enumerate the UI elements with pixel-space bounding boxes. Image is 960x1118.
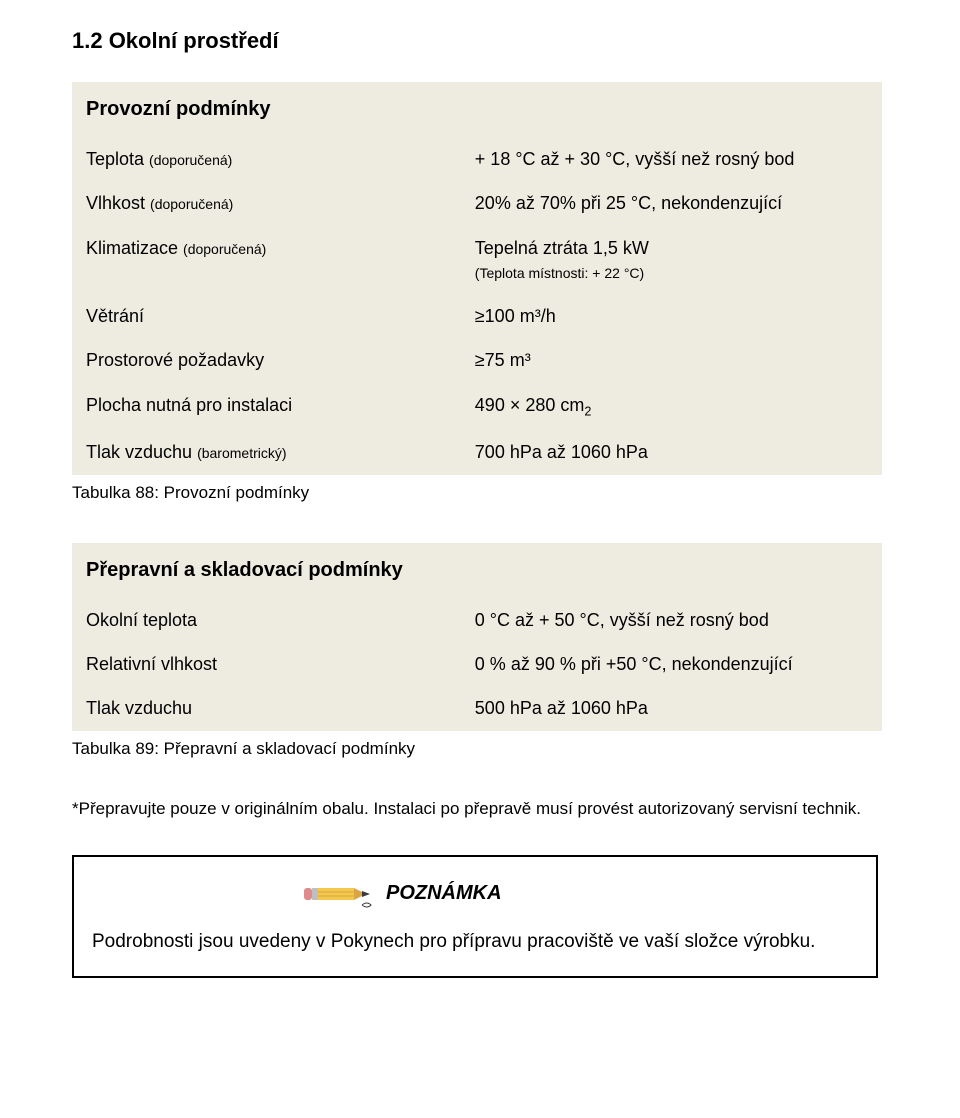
- row-value: + 18 °C až + 30 °C, vyšší než rosný bod: [461, 137, 882, 181]
- row-label: Okolní teplota: [72, 598, 461, 642]
- table-row: Tlak vzduchu (barometrický) 700 hPa až 1…: [72, 430, 882, 474]
- row-value: 700 hPa až 1060 hPa: [461, 430, 882, 474]
- row-label: Větrání: [72, 294, 461, 338]
- table-row: Klimatizace (doporučená) Tepelná ztráta …: [72, 226, 882, 295]
- label-text: Tlak vzduchu: [86, 442, 197, 462]
- note-body: Podrobnosti jsou uvedeny v Pokynech pro …: [92, 929, 858, 955]
- row-label: Teplota (doporučená): [72, 137, 461, 181]
- row-label: Prostorové požadavky: [72, 338, 461, 382]
- row-label: Tlak vzduchu (barometrický): [72, 430, 461, 474]
- label-text: Klimatizace: [86, 238, 183, 258]
- label-note: (doporučená): [150, 196, 233, 212]
- row-value: 0 °C až + 50 °C, vyšší než rosný bod: [461, 598, 882, 642]
- table-row: Relativní vlhkost 0 % až 90 % při +50 °C…: [72, 642, 882, 686]
- row-value: 20% až 70% při 25 °C, nekondenzující: [461, 181, 882, 225]
- table-header-row: Přepravní a skladovací podmínky: [72, 543, 882, 598]
- label-note: (doporučená): [183, 241, 266, 257]
- table-row: Teplota (doporučená) + 18 °C až + 30 °C,…: [72, 137, 882, 181]
- row-value: ≥100 m³/h: [461, 294, 882, 338]
- row-label: Plocha nutná pro instalaci: [72, 383, 461, 431]
- row-value: Tepelná ztráta 1,5 kW (Teplota místnosti…: [461, 226, 882, 295]
- row-value: 0 % až 90 % při +50 °C, nekondenzující: [461, 642, 882, 686]
- value-subscript: 2: [584, 404, 591, 418]
- table-row: Okolní teplota 0 °C až + 50 °C, vyšší ne…: [72, 598, 882, 642]
- table-caption: Tabulka 89: Přepravní a skladovací podmí…: [72, 739, 888, 759]
- table-header-row: Provozní podmínky: [72, 82, 882, 137]
- operating-conditions-table: Provozní podmínky Teplota (doporučená) +…: [72, 82, 882, 475]
- value-text: Tepelná ztráta 1,5 kW: [475, 238, 649, 258]
- footnote: *Přepravujte pouze v originálním obalu. …: [72, 799, 888, 819]
- table-row: Plocha nutná pro instalaci 490 × 280 cm2: [72, 383, 882, 431]
- label-text: Vlhkost: [86, 193, 150, 213]
- table-row: Prostorové požadavky ≥75 m³: [72, 338, 882, 382]
- table-header: Provozní podmínky: [72, 82, 882, 137]
- row-label: Relativní vlhkost: [72, 642, 461, 686]
- row-label: Tlak vzduchu: [72, 686, 461, 730]
- table-row: Vlhkost (doporučená) 20% až 70% při 25 °…: [72, 181, 882, 225]
- row-value: 500 hPa až 1060 hPa: [461, 686, 882, 730]
- label-note: (barometrický): [197, 445, 286, 461]
- row-value: 490 × 280 cm2: [461, 383, 882, 431]
- value-note: (Teplota místnosti: + 22 °C): [475, 265, 644, 281]
- row-label: Vlhkost (doporučená): [72, 181, 461, 225]
- pencil-icon: [302, 875, 374, 913]
- value-text: 490 × 280 cm: [475, 395, 585, 415]
- note-header: POZNÁMKA: [92, 875, 858, 913]
- row-label: Klimatizace (doporučená): [72, 226, 461, 295]
- note-title: POZNÁMKA: [386, 882, 502, 905]
- table-row: Větrání ≥100 m³/h: [72, 294, 882, 338]
- label-note: (doporučená): [149, 152, 232, 168]
- section-heading: 1.2 Okolní prostředí: [72, 28, 888, 54]
- row-value: ≥75 m³: [461, 338, 882, 382]
- table-caption: Tabulka 88: Provozní podmínky: [72, 483, 888, 503]
- transport-conditions-table: Přepravní a skladovací podmínky Okolní t…: [72, 543, 882, 731]
- note-box: POZNÁMKA Podrobnosti jsou uvedeny v Poky…: [72, 855, 878, 979]
- label-text: Teplota: [86, 149, 149, 169]
- table-row: Tlak vzduchu 500 hPa až 1060 hPa: [72, 686, 882, 730]
- table-header: Přepravní a skladovací podmínky: [72, 543, 882, 598]
